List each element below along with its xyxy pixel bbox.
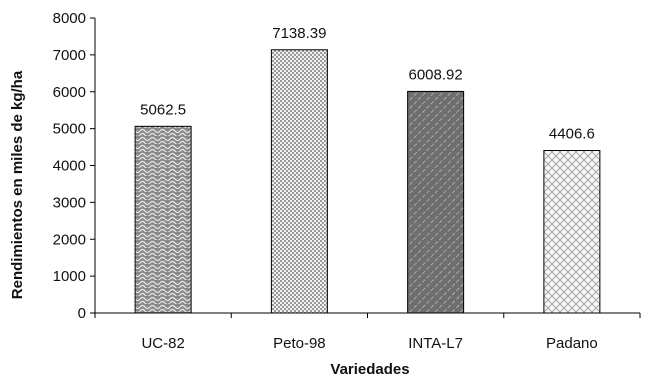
x-category-label: UC-82 [141, 335, 184, 352]
bar-uc-82 [134, 125, 192, 314]
bar-value-label: 4406.6 [549, 126, 595, 143]
y-tick-label: 7000 [53, 47, 86, 64]
x-axis: UC-82 Peto-98 INTA-L7 Padano [94, 312, 641, 352]
y-tick-label: 6000 [53, 84, 86, 101]
y-tick-label: 5000 [53, 121, 86, 138]
bar-value-label: 5062.5 [140, 101, 186, 118]
bar-value-label: 7138.39 [272, 25, 326, 42]
y-tick-label: 4000 [53, 158, 86, 175]
x-category-label: Padano [546, 335, 598, 352]
y-tick-label: 8000 [53, 10, 86, 27]
x-category-label: INTA-L7 [408, 335, 463, 352]
bar-inta-l7 [407, 90, 465, 314]
bar-padano [543, 150, 601, 314]
y-tick-label: 2000 [53, 231, 86, 248]
bar-value-label: 6008.92 [409, 66, 463, 83]
y-tick-label: 1000 [53, 268, 86, 285]
x-axis-title: Variedades [330, 361, 409, 378]
x-category-label: Peto-98 [273, 335, 326, 352]
y-axis: 0 1000 2000 3000 4000 5000 6000 7000 8000 [53, 10, 96, 322]
bar-peto-98 [270, 49, 328, 314]
bars [134, 49, 601, 314]
y-tick-label: 3000 [53, 194, 86, 211]
data-labels: 5062.5 7138.39 6008.92 4406.6 [140, 25, 595, 143]
y-axis-title: Rendimientos en miles de kg/ha [9, 70, 26, 299]
y-tick-label: 0 [78, 305, 86, 322]
